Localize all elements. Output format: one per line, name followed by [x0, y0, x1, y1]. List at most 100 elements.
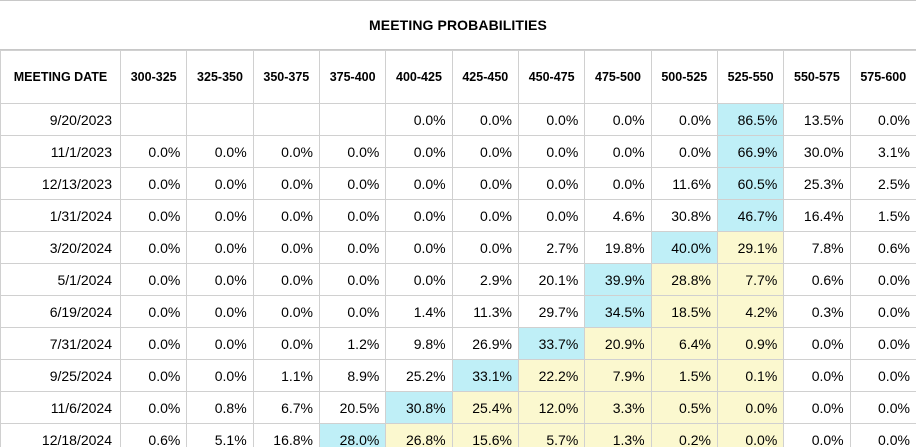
- probability-cell: 0.0%: [783, 359, 851, 392]
- probability-cell: 16.4%: [783, 199, 851, 232]
- header-rate-range[interactable]: 550-575: [783, 50, 851, 104]
- header-rate-range[interactable]: 350-375: [252, 50, 320, 104]
- probability-cell: 0.0%: [451, 103, 519, 136]
- probability-cell: 26.8%: [385, 423, 453, 447]
- probability-cell: 0.0%: [186, 359, 254, 392]
- probability-cell: 0.0%: [451, 167, 519, 200]
- probability-cell: 0.0%: [318, 263, 387, 296]
- probability-cell: 33.1%: [451, 359, 519, 392]
- probability-cell: 0.0%: [849, 391, 916, 424]
- probability-cell: 4.6%: [584, 199, 652, 232]
- probability-cell: 2.5%: [849, 167, 916, 200]
- probability-cell: 0.0%: [252, 295, 320, 328]
- probability-cell: 0.6%: [849, 231, 916, 264]
- header-rate-range[interactable]: 400-425: [385, 50, 453, 104]
- probability-cell: [186, 103, 254, 136]
- header-rate-range[interactable]: 375-400: [318, 50, 387, 104]
- probability-cell: 0.0%: [849, 327, 916, 360]
- probability-cell: 0.0%: [849, 295, 916, 328]
- probability-cell: 0.0%: [451, 231, 519, 264]
- probability-cell: [119, 103, 188, 136]
- probability-cell: 30.8%: [385, 391, 453, 424]
- probability-cell: 7.9%: [584, 359, 652, 392]
- probability-cell: 0.0%: [783, 391, 851, 424]
- probability-cell: 46.7%: [716, 199, 785, 232]
- probability-cell: 0.0%: [252, 135, 320, 168]
- probability-cell: 0.0%: [119, 167, 188, 200]
- table-row: 9/25/2024 0.0% 0.0% 1.1% 8.9% 25.2% 33.1% 22.2%…: [0, 359, 916, 392]
- header-rate-range[interactable]: 500-525: [650, 50, 718, 104]
- probability-cell: 0.0%: [119, 327, 188, 360]
- probability-cell: 0.0%: [517, 135, 586, 168]
- probability-cell: 0.0%: [252, 263, 320, 296]
- header-rate-range[interactable]: 450-475: [517, 50, 586, 104]
- meeting-date-cell: 1/31/2024: [0, 199, 121, 232]
- probability-cell: 25.3%: [783, 167, 851, 200]
- probability-cell: 0.0%: [584, 135, 652, 168]
- table-row: 5/1/2024 0.0% 0.0% 0.0% 0.0% 0.0% 2.9% 20.1% 39.…: [0, 263, 916, 296]
- header-rate-range[interactable]: 325-350: [186, 50, 254, 104]
- probability-cell: 0.0%: [716, 423, 785, 447]
- header-rate-range[interactable]: 525-550: [716, 50, 785, 104]
- probability-cell: 0.0%: [186, 199, 254, 232]
- probability-cell: 33.7%: [517, 327, 586, 360]
- table-row: 12/18/2024 0.6% 5.1% 16.8% 28.0% 26.8% 15.6% 5.…: [0, 423, 916, 447]
- probability-cell: 86.5%: [716, 103, 785, 136]
- probability-cell: 7.7%: [716, 263, 785, 296]
- probability-cell: 0.5%: [650, 391, 718, 424]
- probability-cell: 0.0%: [318, 231, 387, 264]
- table-row: 3/20/2024 0.0% 0.0% 0.0% 0.0% 0.0% 0.0% 2.7% 19.…: [0, 231, 916, 264]
- probability-cell: 0.0%: [119, 199, 188, 232]
- probability-cell: 0.0%: [186, 295, 254, 328]
- table-header-row: MEETING DATE 300-325 325-350 350-375 375-40…: [0, 50, 916, 104]
- probability-cell: 0.0%: [517, 167, 586, 200]
- header-rate-range[interactable]: 475-500: [584, 50, 652, 104]
- probability-cell: 0.0%: [385, 103, 453, 136]
- probability-cell: 0.0%: [186, 135, 254, 168]
- probability-cell: 39.9%: [584, 263, 652, 296]
- probability-cell: 29.1%: [716, 231, 785, 264]
- header-rate-range[interactable]: 300-325: [119, 50, 188, 104]
- probability-cell: 1.5%: [650, 359, 718, 392]
- header-rate-range[interactable]: 425-450: [451, 50, 519, 104]
- probability-cell: 0.0%: [517, 103, 586, 136]
- table-row: 11/1/2023 0.0% 0.0% 0.0% 0.0% 0.0% 0.0% 0.0% 0.0…: [0, 135, 916, 168]
- probability-cell: 0.6%: [783, 263, 851, 296]
- header-rate-range[interactable]: 575-600: [849, 50, 916, 104]
- probability-cell: 26.9%: [451, 327, 519, 360]
- probability-cell: 60.5%: [716, 167, 785, 200]
- probability-cell: 30.8%: [650, 199, 718, 232]
- probability-cell: 0.0%: [318, 135, 387, 168]
- probability-cell: 0.0%: [650, 103, 718, 136]
- meeting-date-cell: 3/20/2024: [0, 231, 121, 264]
- meeting-date-cell: 11/1/2023: [0, 135, 121, 168]
- probability-cell: 0.1%: [716, 359, 785, 392]
- probability-cell: 0.3%: [783, 295, 851, 328]
- meeting-date-cell: 6/19/2024: [0, 295, 121, 328]
- probability-cell: 28.8%: [650, 263, 718, 296]
- probability-cell: 5.7%: [517, 423, 586, 447]
- meeting-date-cell: 12/13/2023: [0, 167, 121, 200]
- probability-cell: 0.0%: [385, 263, 453, 296]
- probability-cell: 28.0%: [318, 423, 387, 447]
- probability-cell: 0.0%: [252, 167, 320, 200]
- meeting-date-cell: 11/6/2024: [0, 391, 121, 424]
- meeting-date-cell: 5/1/2024: [0, 263, 121, 296]
- probability-cell: 0.0%: [849, 263, 916, 296]
- probability-cell: [252, 103, 320, 136]
- probability-cell: 0.0%: [186, 263, 254, 296]
- probability-cell: 29.7%: [517, 295, 586, 328]
- probability-cell: 4.2%: [716, 295, 785, 328]
- probability-cell: 5.1%: [186, 423, 254, 447]
- probability-cell: 7.8%: [783, 231, 851, 264]
- table-row: 1/31/2024 0.0% 0.0% 0.0% 0.0% 0.0% 0.0% 0.0% 4.6…: [0, 199, 916, 232]
- probability-cell: 0.0%: [451, 135, 519, 168]
- probability-cell: 8.9%: [318, 359, 387, 392]
- header-meeting-date[interactable]: MEETING DATE: [0, 50, 121, 104]
- probability-cell: 16.8%: [252, 423, 320, 447]
- table-row: 11/6/2024 0.0% 0.8% 6.7% 20.5% 30.8% 25.4% 12.0…: [0, 391, 916, 424]
- probability-cell: 1.2%: [318, 327, 387, 360]
- probability-cell: 0.9%: [716, 327, 785, 360]
- probability-cell: 0.0%: [119, 135, 188, 168]
